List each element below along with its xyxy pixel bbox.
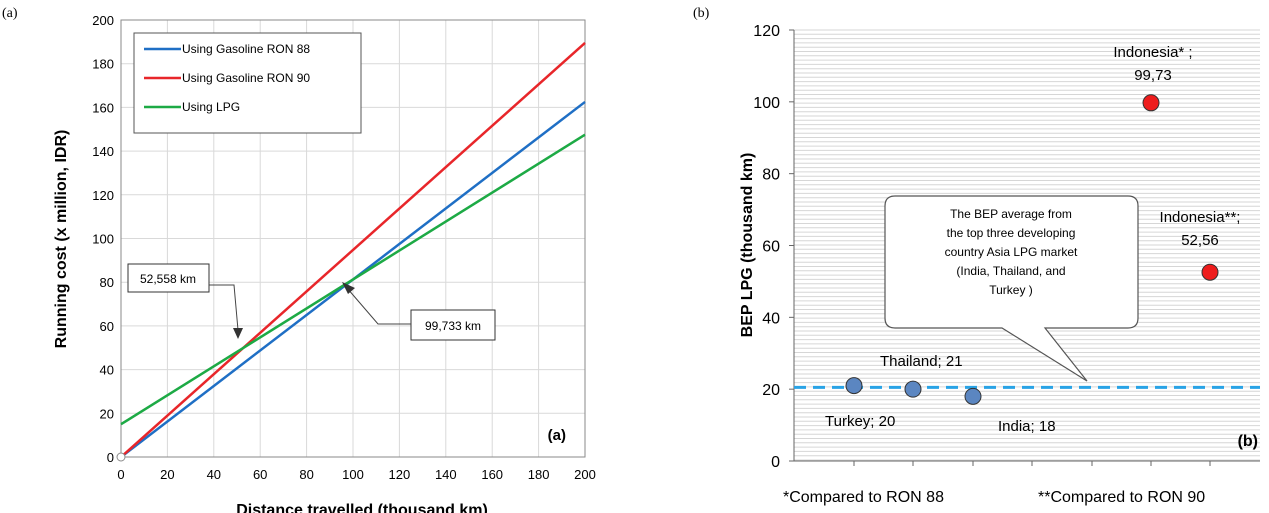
chart-a-y-tick-label: 120 — [92, 188, 114, 203]
annotation-52558-leader — [209, 284, 239, 331]
annotation-99733-label: 99,733 km — [425, 319, 481, 333]
footnote-ron90: **Compared to RON 90 — [1038, 489, 1205, 506]
legend-label-ron90: Using Gasoline RON 90 — [182, 71, 310, 85]
label-indonesia-ron88-value: 99,73 — [1134, 67, 1172, 84]
chart-a-y-tick-label: 100 — [92, 232, 114, 247]
chart-a-y-tick-label: 20 — [100, 406, 114, 421]
chart-a-x-ticks: 0 20 40 60 80 100 120 140 160 180 200 — [117, 467, 595, 482]
label-thailand: Thailand; 21 — [880, 353, 963, 370]
chart-b-points — [845, 94, 1219, 405]
annotation-99733-box — [410, 309, 496, 341]
chart-b-x-ticks — [853, 461, 1211, 466]
panel-label-a: (a) — [2, 6, 18, 21]
chart-b-y-axis-title: BEP LPG (thousand km) — [739, 153, 756, 338]
callout-line-2: the top three developing — [947, 226, 1076, 240]
chart-a-x-axis-title: Distance travelled (thousand km) — [236, 502, 488, 513]
callout-line-4: (India, Thailand, and — [956, 264, 1065, 278]
chart-a-x-tick-label: 100 — [342, 467, 364, 482]
label-indonesia-ron88-name: Indonesia* ; — [1113, 44, 1192, 61]
chart-a-x-tick-label: 160 — [481, 467, 503, 482]
bep-callout: The BEP average from the top three devel… — [884, 195, 1139, 382]
chart-a-series — [120, 42, 586, 458]
footnote-ron88: *Compared to RON 88 — [783, 489, 944, 506]
chart-b-y-tick-label: 40 — [762, 310, 780, 327]
chart-a: 0 20 40 60 80 100 120 140 160 180 200 0 20 40 60 80 100… — [53, 13, 596, 513]
panel-label-b: (b) — [693, 6, 710, 21]
annotation-99733-arrowhead — [342, 282, 355, 294]
chart-b-y-tick-label: 120 — [753, 23, 780, 40]
label-indonesia-ron90-value: 52,56 — [1181, 232, 1219, 249]
chart-b-y-tick-label: 100 — [753, 95, 780, 112]
chart-a-x-tick-label: 40 — [207, 467, 221, 482]
series-line-lpg — [120, 133, 586, 426]
chart-a-x-tick-label: 80 — [299, 467, 313, 482]
point-turkey — [845, 377, 863, 395]
chart-a-legend: Using Gasoline RON 88 Using Gasoline RON… — [133, 32, 362, 134]
chart-b: 0 20 40 60 80 100 120 The BEP average from the… — [739, 23, 1260, 506]
legend-label-ron88: Using Gasoline RON 88 — [182, 42, 310, 56]
chart-a-x-tick-label: 120 — [389, 467, 411, 482]
annotation-52558: 52,558 km — [127, 263, 243, 339]
callout-line-5: Turkey ) — [989, 283, 1033, 297]
chart-a-y-tick-label: 80 — [100, 275, 114, 290]
chart-a-y-tick-label: 180 — [92, 57, 114, 72]
chart-a-y-tick-label: 160 — [92, 100, 114, 115]
annotation-52558-box — [127, 263, 210, 293]
point-thailand — [904, 380, 922, 398]
point-indonesia-ron90 — [1201, 263, 1219, 281]
chart-a-origin-marker — [116, 452, 126, 462]
chart-b-grid — [794, 29, 1260, 461]
chart-a-y-tick-label: 140 — [92, 144, 114, 159]
chart-b-y-tick-label: 60 — [762, 239, 780, 256]
chart-a-plot-frame — [120, 19, 586, 458]
callout-line-1: The BEP average from — [950, 207, 1072, 221]
label-indonesia-ron90-name: Indonesia**; — [1160, 209, 1241, 226]
chart-b-y-ticks: 0 20 40 60 80 100 120 — [753, 23, 794, 471]
chart-a-x-tick-label: 20 — [160, 467, 174, 482]
annotation-99733-leader — [346, 287, 411, 325]
callout-line-3: country Asia LPG market — [945, 245, 1078, 259]
chart-a-x-tick-label: 60 — [253, 467, 267, 482]
callout-bubble — [884, 195, 1139, 382]
chart-b-y-tick-label: 20 — [762, 382, 780, 399]
legend-label-lpg: Using LPG — [182, 100, 240, 114]
series-line-ron90 — [120, 42, 586, 458]
annotation-52558-arrowhead — [233, 328, 243, 339]
chart-a-y-tick-label: 200 — [92, 13, 114, 28]
point-india — [964, 387, 982, 405]
annotation-52558-label: 52,558 km — [140, 272, 196, 286]
label-india: India; 18 — [998, 418, 1056, 435]
chart-a-x-tick-label: 140 — [435, 467, 457, 482]
chart-a-x-tick-label: 180 — [528, 467, 550, 482]
chart-a-x-tick-label: 200 — [574, 467, 596, 482]
chart-a-y-tick-label: 40 — [100, 363, 114, 378]
chart-a-x-tick-label: 0 — [117, 467, 124, 482]
chart-a-y-tick-label: 0 — [107, 450, 114, 465]
label-turkey: Turkey; 20 — [825, 413, 895, 430]
chart-a-y-axis-title: Running cost (x million, IDR) — [53, 130, 70, 349]
chart-a-y-tick-label: 60 — [100, 319, 114, 334]
chart-a-y-ticks: 0 20 40 60 80 100 120 140 160 180 200 — [92, 13, 114, 465]
chart-a-corner-label: (a) — [548, 427, 566, 444]
chart-b-y-tick-label: 80 — [762, 167, 780, 184]
chart-b-corner-label: (b) — [1238, 433, 1258, 450]
annotation-99733: 99,733 km — [342, 282, 496, 341]
chart-b-y-tick-label: 0 — [771, 454, 780, 471]
point-indonesia-ron88 — [1142, 94, 1160, 112]
